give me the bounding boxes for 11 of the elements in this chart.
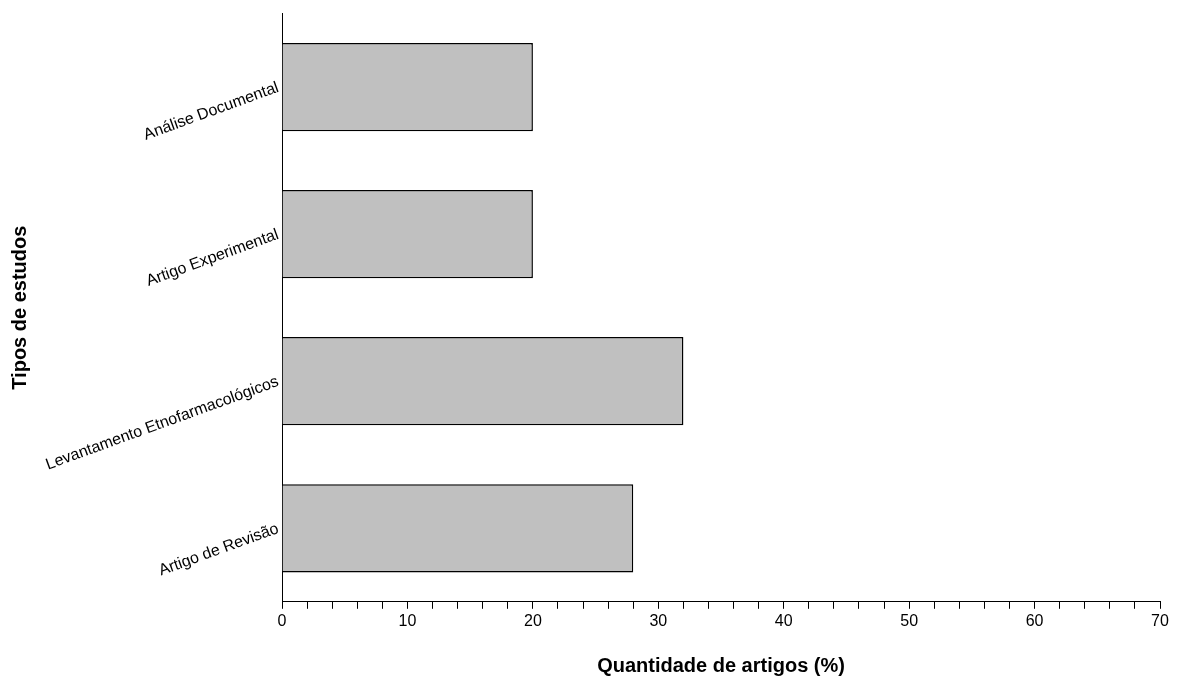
y-tick-label: Artigo de Revisão	[156, 519, 281, 579]
x-axis-title: Quantidade de artigos (%)	[597, 653, 845, 676]
x-tick-label: 60	[1025, 611, 1044, 629]
x-tick-label: 20	[524, 611, 542, 629]
y-axis-title: Tipos de estudos	[7, 225, 30, 390]
x-tick-label: 40	[774, 611, 793, 629]
x-tick-label: 10	[398, 611, 417, 629]
x-tick-label: 30	[649, 611, 668, 629]
x-tick-label: 0	[277, 611, 287, 629]
x-tick-label: 50	[900, 611, 919, 629]
x-tick-label: 70	[1151, 611, 1169, 629]
